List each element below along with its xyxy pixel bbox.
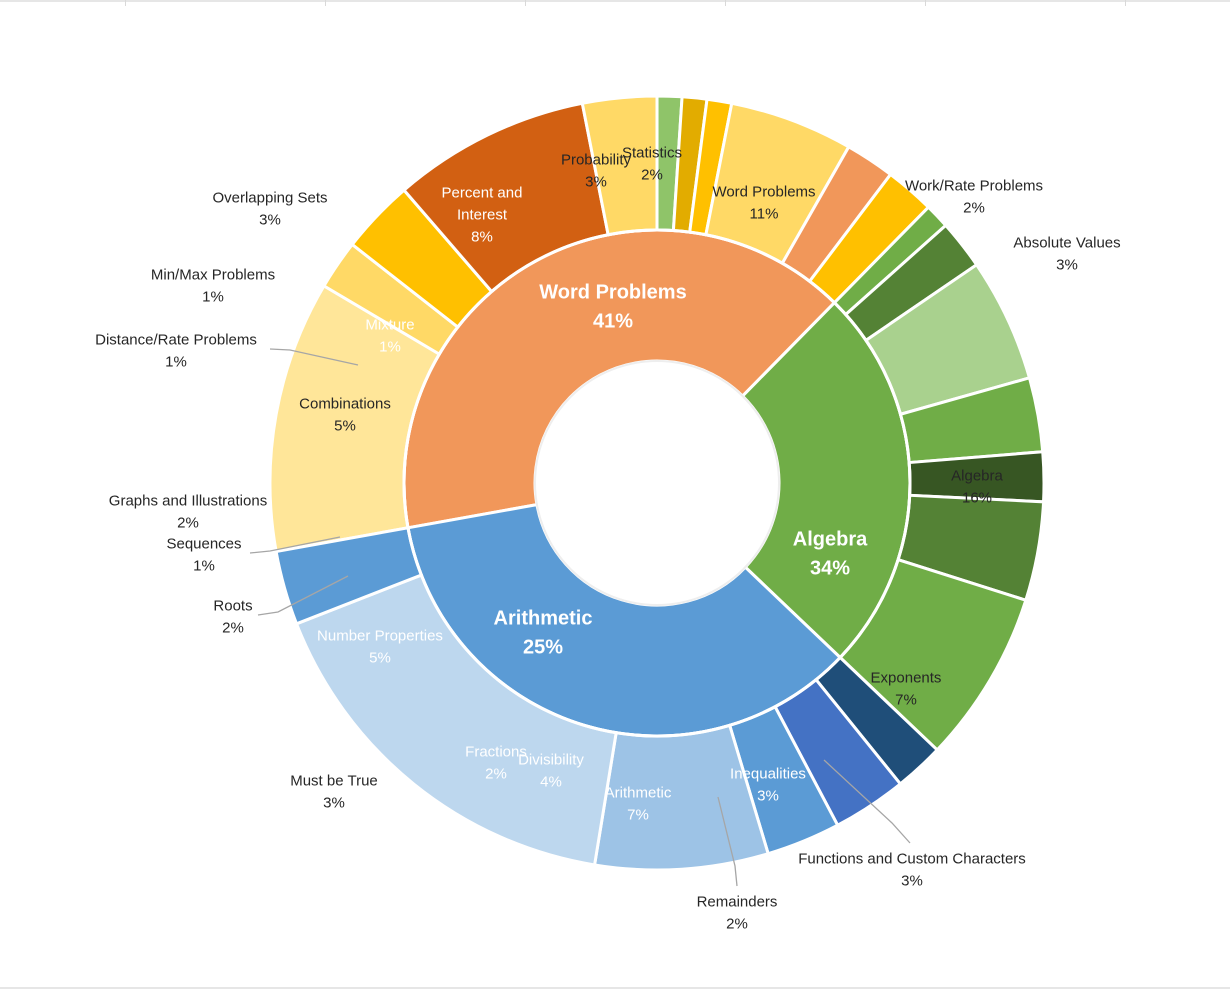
leader-line-sequences: [249, 536, 341, 554]
column-gridline: [1125, 0, 1126, 6]
inner-label-algebra: Algebra 34%: [793, 529, 868, 580]
column-gridline: [925, 0, 926, 6]
outer-ring: [268, 94, 1046, 872]
outer-label-absolute-values: Absolute Values 3%: [1013, 234, 1120, 273]
column-gridline: [125, 0, 126, 6]
leader-line-remainders: [717, 796, 738, 887]
outer-label-probability: Probability 3%: [561, 151, 632, 190]
outer-label-sequences: Sequences 1%: [166, 535, 241, 574]
outer-label-work-rate-problems: Work/Rate Problems 2%: [905, 177, 1043, 216]
ring-separator: [402, 228, 912, 738]
outer-label-graphs-and-illustrations: Graphs and Illustrations 2%: [109, 492, 267, 531]
inner-label-arithmetic: Arithmetic 25%: [494, 608, 593, 659]
outer-label-word-problems: Word Problems 11%: [712, 183, 815, 222]
sheet-top-border: [0, 0, 1230, 2]
column-gridline: [725, 0, 726, 6]
outer-label-fractions: Fractions 2%: [465, 743, 527, 782]
outer-label-exponents: Exponents 7%: [871, 669, 942, 708]
outer-label-remainders: Remainders 2%: [697, 893, 778, 932]
leader-lines: [249, 348, 911, 887]
sheet-bottom-border: [0, 987, 1230, 989]
outer-label-distance-rate-problems: Distance/Rate Problems 1%: [95, 331, 257, 370]
leader-line-roots: [257, 575, 349, 616]
outer-label-arithmetic: Arithmetic 7%: [605, 784, 672, 823]
outer-label-inequalities: Inequalities 3%: [730, 765, 806, 804]
outer-label-statistics: Statistics 2%: [622, 144, 682, 183]
outer-label-percent-and-interest: Percent and Interest 8%: [442, 184, 523, 245]
outer-label-combinations: Combinations 5%: [299, 395, 391, 434]
leader-line-distance-rate-problems: [269, 348, 359, 366]
column-gridline: [525, 0, 526, 6]
outer-label-overlapping-sets: Overlapping Sets 3%: [212, 189, 327, 228]
outer-label-functions-and-custom-characters: Functions and Custom Characters 3%: [798, 850, 1026, 889]
column-gridline: [325, 0, 326, 6]
leader-line-functions-and-custom-characters: [823, 759, 911, 844]
outer-label-number-properties: Number Properties 5%: [317, 627, 443, 666]
outer-label-divisibility: Divisibility 4%: [518, 751, 584, 790]
outer-label-min-max-problems: Min/Max Problems 1%: [151, 266, 275, 305]
outer-label-must-be-true: Must be True 3%: [290, 772, 378, 811]
outer-label-algebra: Algebra 16%: [951, 467, 1003, 506]
inner-label-word-problems: Word Problems 41%: [539, 282, 686, 333]
data-labels: Word Problems 41% Word Problems 11% Statisti…: [95, 144, 1121, 932]
donut-hole: [534, 360, 780, 606]
inner-ring: [402, 228, 912, 738]
outer-label-mixture: Mixture 1%: [365, 316, 414, 355]
outer-label-roots: Roots 2%: [213, 597, 252, 636]
